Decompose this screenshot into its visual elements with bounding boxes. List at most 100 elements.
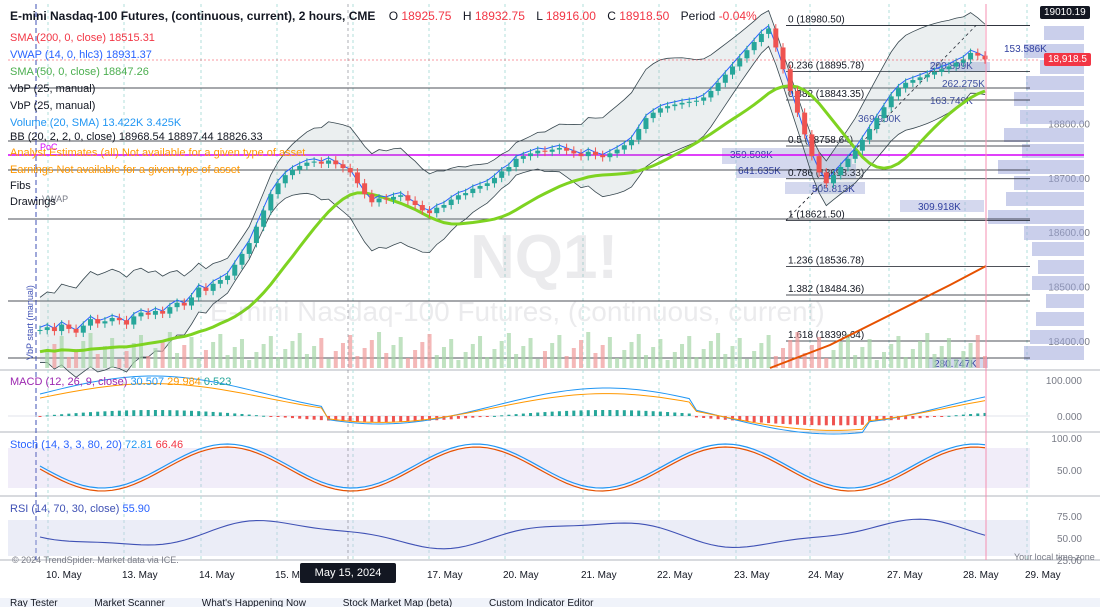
x-tick-label: 29. May bbox=[1025, 570, 1061, 581]
bottom-link-market-scanner[interactable]: Market Scanner bbox=[94, 598, 165, 607]
volume-bar bbox=[600, 345, 605, 368]
candle-body bbox=[650, 112, 656, 119]
indicator-row[interactable]: VWAP (14, 0, hlc3) 18931.37 bbox=[10, 49, 152, 61]
macd-histogram-bar bbox=[168, 410, 172, 416]
indicator-row[interactable]: SMA (50, 0, close) 18847.26 bbox=[10, 66, 149, 78]
volume-bar bbox=[470, 344, 475, 368]
volume-bar bbox=[398, 337, 403, 368]
candle-body bbox=[895, 88, 901, 97]
macd-histogram-bar bbox=[637, 410, 641, 416]
bottom-link-whats-happening[interactable]: What's Happening Now bbox=[201, 598, 306, 607]
candle-body bbox=[592, 151, 598, 156]
vbp-start-label: VbP start (manual) bbox=[25, 285, 35, 360]
macd-tick: 0.000 bbox=[1057, 412, 1082, 423]
macd-legend[interactable]: MACD (12, 26, 9, close) 30.507 29.984 0.… bbox=[10, 376, 231, 388]
vbp-bar bbox=[1006, 192, 1084, 206]
macd-histogram-bar bbox=[507, 414, 511, 416]
macd-histogram-bar bbox=[969, 414, 973, 416]
volume-bar bbox=[175, 353, 180, 368]
volume-bar bbox=[874, 360, 879, 368]
volume-bar bbox=[355, 356, 360, 368]
volume-bar bbox=[723, 354, 728, 368]
vbp-bar bbox=[1038, 260, 1084, 274]
macd-histogram-bar bbox=[839, 416, 843, 426]
indicator-value: 13.422K 3.425K bbox=[102, 117, 182, 129]
candle-body bbox=[852, 150, 858, 159]
volume-bar bbox=[687, 336, 692, 368]
indicator-row[interactable]: Earnings Not available for a given type … bbox=[10, 164, 240, 176]
vbp-bar bbox=[1030, 330, 1084, 344]
volume-bar bbox=[102, 346, 107, 368]
bottom-link-market-map[interactable]: Stock Market Map (beta) bbox=[342, 598, 453, 607]
indicator-row[interactable]: Drawings bbox=[10, 196, 56, 208]
vbp-bar bbox=[1014, 92, 1084, 106]
volume-bar bbox=[730, 346, 735, 368]
macd-histogram-bar bbox=[868, 416, 872, 422]
stoch-legend[interactable]: Stoch (14, 3, 3, 80, 20) 72.81 66.46 bbox=[10, 439, 183, 451]
bottom-link-indicator-editor[interactable]: Custom Indicator Editor bbox=[489, 598, 594, 607]
candle-body bbox=[80, 325, 86, 333]
candle-body bbox=[722, 74, 728, 83]
bottom-link-ray-tester[interactable]: Ray Tester bbox=[10, 598, 58, 607]
volume-bar bbox=[74, 349, 79, 368]
volume-bar bbox=[167, 332, 172, 368]
indicator-row[interactable]: VbP (25, manual) bbox=[10, 100, 95, 112]
indicator-value: Not available for a given type of asset bbox=[121, 147, 306, 159]
macd-histogram-bar bbox=[514, 414, 518, 416]
rsi-band bbox=[8, 520, 1030, 556]
macd-histogram-bar bbox=[875, 416, 879, 421]
volume-bar bbox=[896, 336, 901, 368]
macd-histogram-bar bbox=[189, 410, 193, 416]
candle-body bbox=[419, 205, 425, 211]
macd-histogram-bar bbox=[882, 416, 886, 421]
macd-histogram-bar bbox=[247, 414, 251, 416]
candle-body bbox=[809, 134, 815, 157]
macd-histogram-bar bbox=[933, 416, 937, 417]
macd-histogram-bar bbox=[456, 416, 460, 419]
indicator-row[interactable]: Fibs bbox=[10, 180, 31, 192]
candle-body bbox=[506, 166, 512, 172]
candle-body bbox=[51, 327, 57, 332]
macd-histogram-bar bbox=[961, 414, 965, 416]
volume-bar bbox=[276, 357, 281, 368]
volume-bar bbox=[463, 352, 468, 368]
candle-body bbox=[95, 319, 101, 324]
volume-bar bbox=[838, 342, 843, 368]
indicator-row[interactable]: Volume (20, SMA) 13.422K 3.425K bbox=[10, 117, 181, 129]
candle-body bbox=[239, 253, 245, 265]
x-tick-label: 13. May bbox=[122, 570, 158, 581]
macd-histogram-bar bbox=[954, 415, 958, 417]
volume-bar bbox=[218, 334, 223, 368]
indicator-row[interactable]: VbP (25, manual) bbox=[10, 83, 95, 95]
candle-body bbox=[311, 161, 317, 163]
close-value: 18918.50 bbox=[619, 9, 670, 23]
macd-histogram-bar bbox=[161, 410, 165, 416]
candle-body bbox=[975, 52, 981, 56]
macd-histogram-bar bbox=[391, 416, 395, 422]
candle-body bbox=[369, 194, 375, 203]
volume-bar bbox=[658, 339, 663, 368]
volume-bar bbox=[564, 356, 569, 368]
indicator-row[interactable]: SMA (200, 0, close) 18515.31 bbox=[10, 32, 155, 44]
macd-histogram-bar bbox=[132, 410, 136, 416]
candle-body bbox=[354, 172, 360, 184]
volume-bar bbox=[427, 334, 432, 368]
volume-bar bbox=[708, 341, 713, 368]
indicator-name: SMA (50, 0, close) bbox=[10, 66, 103, 78]
volume-bar bbox=[189, 337, 194, 368]
candle-body bbox=[859, 139, 865, 151]
macd-histogram-bar bbox=[182, 410, 186, 416]
timezone-note[interactable]: Your local time zone bbox=[1014, 552, 1095, 562]
candle-body bbox=[802, 112, 808, 135]
fib-level-label: 0.236 (18895.78) bbox=[788, 60, 864, 71]
rsi-legend[interactable]: RSI (14, 70, 30, close) 55.90 bbox=[10, 503, 150, 515]
candle-body bbox=[390, 196, 396, 200]
volume-bar bbox=[882, 352, 887, 368]
indicator-row[interactable]: Analyst Estimates (all) Not available fo… bbox=[10, 147, 305, 159]
vbp-label: 200.899K bbox=[930, 61, 973, 72]
candle-body bbox=[766, 28, 772, 34]
indicator-row[interactable]: BB (20, 2, 2, 0, close) 18968.54 18897.4… bbox=[10, 131, 263, 143]
rsi-tick: 75.00 bbox=[1057, 512, 1082, 523]
volume-bar bbox=[795, 332, 800, 368]
